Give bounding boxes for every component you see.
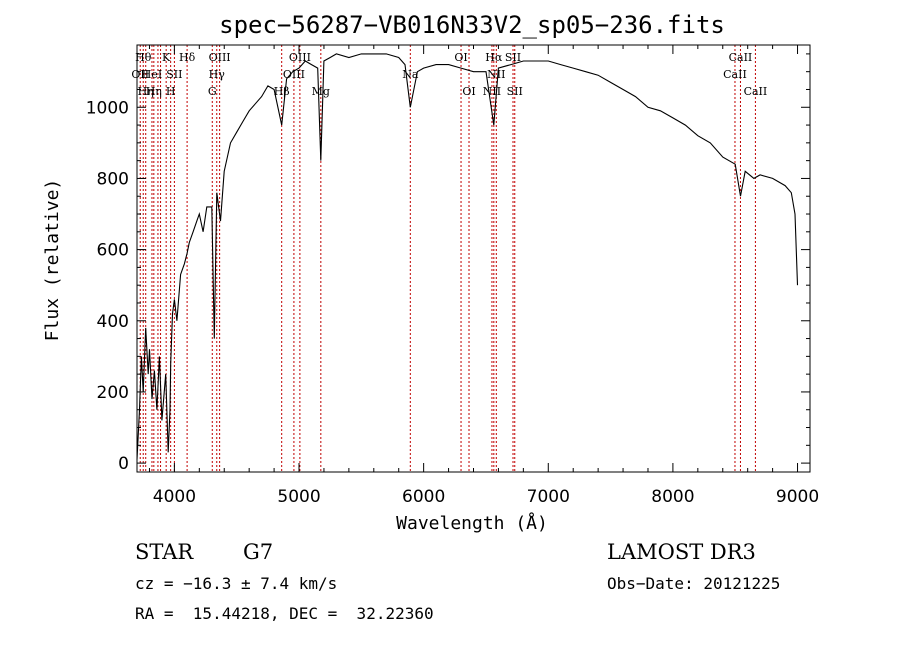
y-tick-label: 400: [97, 312, 129, 332]
x-tick-label: 4000: [153, 487, 196, 507]
line-marker-label: Hα: [485, 51, 503, 64]
y-tick-label: 0: [118, 454, 129, 474]
object-type: STAR: [135, 540, 194, 564]
line-marker-label: SII: [507, 85, 523, 98]
line-marker-label: Hγ: [209, 68, 226, 81]
line-marker-label: NII: [483, 85, 501, 98]
line-marker-label: NII: [487, 68, 505, 81]
chart-title: spec−56287−VB016N33V2_sp05−236.fits: [219, 11, 725, 39]
line-marker-label: Hη: [146, 85, 162, 98]
line-marker-label: Hβ: [274, 85, 290, 98]
x-tick-label: 8000: [651, 487, 694, 507]
plot-frame: [136, 44, 811, 473]
coordinates: RA = 15.44218, DEC = 32.22360: [135, 604, 434, 623]
x-tick-label: 9000: [776, 487, 819, 507]
line-marker-label: G: [208, 85, 217, 98]
line-marker-label: CaII: [729, 51, 753, 64]
x-tick-label: 6000: [402, 487, 445, 507]
y-axis-ticks: 0 200 400 600 800 1000: [86, 53, 810, 474]
line-marker-label: Mg: [312, 85, 330, 98]
line-marker-label: OIII: [283, 68, 305, 81]
x-tick-label: 7000: [527, 487, 570, 507]
line-marker-label: Hη: [138, 85, 154, 98]
object-subclass: G7: [243, 540, 274, 564]
observation-date: Obs−Date: 20121225: [607, 574, 781, 593]
y-axis-label: Flux (relative): [42, 179, 63, 342]
spectrum-line: [136, 53, 799, 460]
y-tick-label: 800: [97, 169, 129, 189]
line-marker-label: OII: [131, 68, 149, 81]
line-marker-label: Hδ: [179, 51, 196, 64]
line-markers: [139, 45, 756, 472]
x-axis-label: Wavelength (Å): [396, 512, 548, 534]
survey-name: LAMOST DR3: [607, 540, 756, 564]
line-marker-label: CaII: [723, 68, 747, 81]
x-tick-label: 5000: [277, 487, 320, 507]
line-marker-label: CaII: [744, 85, 768, 98]
line-marker-label: H: [166, 85, 176, 98]
line-marker-label: SII: [166, 68, 182, 81]
line-marker-label: OIII: [209, 51, 231, 64]
line-marker-label: SII: [505, 51, 521, 64]
x-axis-ticks: 4000 5000 6000 7000 8000 9000: [148, 45, 819, 507]
redshift-velocity: cz = −16.3 ± 7.4 km/s: [135, 574, 338, 593]
line-marker-label: HeI: [142, 68, 162, 81]
y-tick-label: 600: [97, 241, 129, 261]
y-tick-label: 200: [97, 383, 129, 403]
line-marker-label: Hθ: [135, 51, 152, 64]
line-marker-label: K: [162, 51, 171, 64]
line-marker-label: OI: [454, 51, 467, 64]
y-tick-label: 1000: [86, 98, 129, 118]
line-marker-labels: OIIHθHηHeIHηKHSIIHδGHγOIIIHβOIIIOIIIMgNa…: [131, 51, 767, 98]
line-marker-label: OI: [462, 85, 475, 98]
